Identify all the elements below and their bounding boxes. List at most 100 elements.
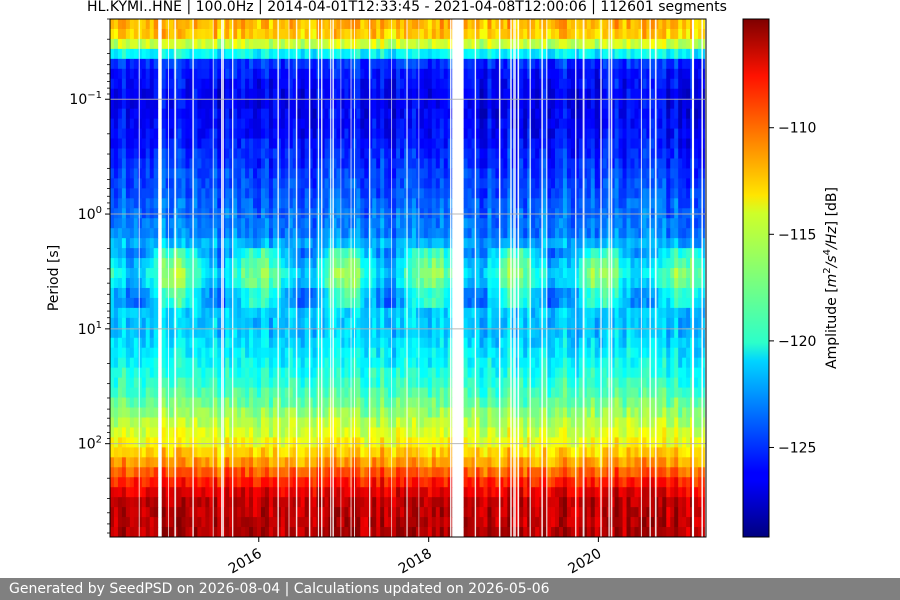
heatmap-cell [495, 38, 500, 50]
heatmap-cell [344, 477, 349, 488]
heatmap-cell [276, 387, 282, 399]
heatmap-cell [435, 118, 441, 130]
heatmap-cell [213, 19, 218, 30]
heatmap-cell [439, 397, 445, 408]
heatmap-cell [304, 417, 310, 428]
heatmap-cell [225, 377, 230, 389]
heatmap-cell [225, 457, 230, 468]
heatmap-cell [491, 417, 496, 428]
heatmap-cell [487, 128, 492, 140]
heatmap-cell [372, 417, 377, 428]
heatmap-cell [260, 228, 266, 239]
heatmap-cell [185, 497, 190, 508]
heatmap-cell [272, 48, 278, 60]
heatmap-cell [110, 128, 115, 140]
heatmap-cell [249, 497, 254, 508]
heatmap-cell [209, 108, 214, 120]
heatmap-cell [376, 28, 381, 40]
heatmap-cell [149, 218, 155, 229]
heatmap-cell [483, 148, 488, 159]
heatmap-cell [217, 128, 222, 140]
heatmap-cell [125, 158, 131, 169]
heatmap-cell [213, 417, 218, 428]
heatmap-cell [292, 28, 298, 40]
heatmap-cell [272, 38, 278, 50]
heatmap-cell [404, 377, 409, 389]
heatmap-cell [193, 148, 198, 159]
heatmap-cell [264, 427, 270, 438]
heatmap-cell [396, 58, 401, 70]
heatmap-cell [479, 248, 484, 259]
heatmap-cell [217, 108, 222, 120]
heatmap-cell [344, 417, 349, 428]
heatmap-cell [411, 108, 417, 120]
heatmap-cell [229, 317, 234, 329]
heatmap-cell [113, 278, 119, 289]
heatmap-cell [340, 407, 345, 418]
heatmap-cell [213, 427, 218, 438]
heatmap-cell [121, 258, 127, 269]
heatmap-cell [253, 238, 258, 249]
heatmap-cell [320, 248, 326, 259]
heatmap-cell [300, 138, 306, 149]
heatmap-cell [145, 218, 151, 229]
heatmap-cell [368, 168, 373, 179]
heatmap-cell [411, 507, 417, 518]
heatmap-cell [260, 138, 266, 149]
heatmap-cell [372, 19, 377, 30]
heatmap-cell [241, 28, 246, 40]
heatmap-cell [463, 19, 469, 30]
heatmap-cell [447, 437, 453, 448]
heatmap-cell [145, 168, 151, 179]
heatmap-cell [225, 278, 230, 289]
heatmap-cell [364, 317, 369, 329]
heatmap-cell [475, 337, 481, 349]
heatmap-cell [340, 128, 345, 140]
heatmap-cell [169, 248, 175, 259]
heatmap-cell [110, 208, 115, 219]
heatmap-cell [141, 78, 147, 90]
heatmap-cell [165, 98, 171, 110]
heatmap-cell [217, 258, 222, 269]
heatmap-cell [431, 198, 437, 209]
heatmap-cell [233, 437, 238, 448]
heatmap-cell [260, 407, 266, 418]
heatmap-cell [193, 297, 198, 309]
heatmap-cell [253, 148, 258, 159]
heatmap-cell [284, 327, 290, 339]
heatmap-cell [384, 68, 389, 80]
heatmap-cell [264, 317, 270, 329]
heatmap-cell [479, 188, 484, 199]
heatmap-cell [113, 228, 119, 239]
heatmap-cell [110, 497, 115, 508]
heatmap-cell [237, 218, 242, 229]
heatmap-cell [217, 447, 222, 458]
heatmap-cell [249, 218, 254, 229]
heatmap-cell [435, 188, 441, 199]
heatmap-cell [181, 327, 186, 339]
heatmap-cell [336, 28, 341, 40]
heatmap-cell [320, 337, 326, 349]
heatmap-cell [233, 287, 238, 299]
heatmap-cell [364, 38, 369, 50]
heatmap-cell [125, 417, 131, 428]
heatmap-cell [217, 238, 222, 249]
heatmap-cell [419, 268, 425, 279]
heatmap-cell [249, 278, 254, 289]
heatmap-cell [467, 148, 473, 159]
heatmap-cell [423, 487, 429, 498]
heatmap-cell [324, 427, 330, 438]
heatmap-cell [201, 138, 206, 149]
heatmap-cell [276, 457, 282, 468]
heatmap-cell [467, 198, 473, 209]
heatmap-cell [332, 417, 337, 428]
heatmap-cell [396, 258, 401, 269]
heatmap-cell [439, 28, 445, 40]
heatmap-cell [435, 38, 441, 50]
heatmap-cell [499, 457, 504, 468]
heatmap-cell [165, 28, 171, 40]
heatmap-cell [249, 268, 254, 279]
heatmap-cell [229, 198, 234, 209]
heatmap-cell [177, 357, 183, 369]
heatmap-cell [368, 377, 373, 389]
